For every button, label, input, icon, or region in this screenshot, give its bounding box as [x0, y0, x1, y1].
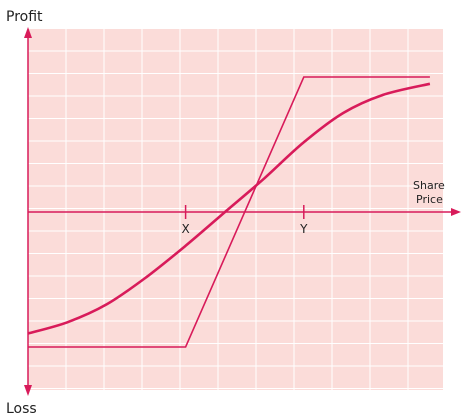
plot-background	[28, 29, 443, 390]
x-axis-label-line2: Price	[416, 193, 443, 206]
tick-label-y: Y	[299, 222, 308, 236]
y-axis-arrow-down	[24, 385, 32, 396]
x-axis-arrow-right	[451, 208, 461, 216]
series-1-line	[28, 76, 430, 348]
tick-label-x: X	[181, 222, 189, 236]
series-2-curve	[27, 82, 431, 335]
y-axis-top-label: Profit	[6, 9, 43, 25]
grid	[28, 29, 443, 390]
y-axis-arrow-up	[24, 27, 32, 38]
x-axis-label-line1: Share	[413, 179, 445, 192]
y-axis-bottom-label: Loss	[6, 401, 37, 417]
